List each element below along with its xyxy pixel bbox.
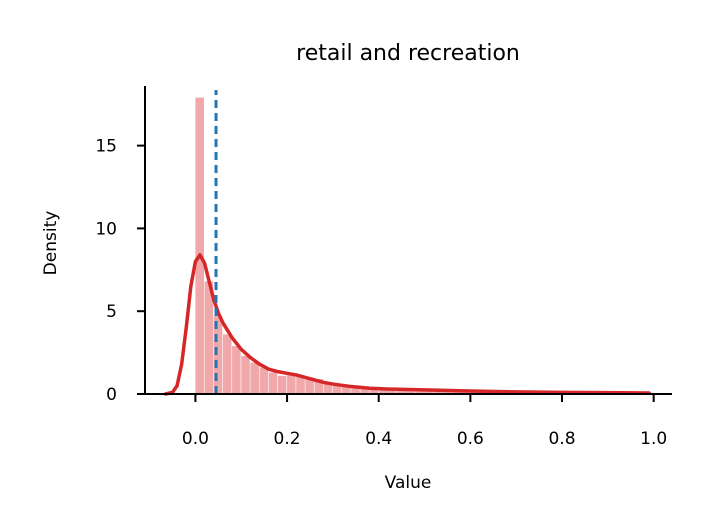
- y-tick-label: 15: [95, 137, 117, 157]
- histogram-bars: [195, 97, 654, 394]
- histogram-bar: [296, 375, 305, 394]
- x-tick-label: 0.6: [457, 429, 484, 449]
- histogram-bar: [378, 389, 397, 394]
- kde-layer: [163, 253, 651, 396]
- y-tick-label: 5: [106, 302, 117, 322]
- histogram-bar: [415, 389, 434, 394]
- histogram-bar: [323, 382, 333, 394]
- kde-line: [163, 253, 651, 396]
- histogram-bar: [222, 334, 232, 394]
- histogram-bar: [332, 384, 342, 394]
- x-tick-label: 0.8: [548, 429, 575, 449]
- histogram-bar: [204, 281, 214, 394]
- y-tick-label: 0: [106, 385, 117, 405]
- histogram-bar: [433, 390, 452, 394]
- x-tick-label: 0.4: [365, 429, 392, 449]
- x-tick-label: 1.0: [640, 429, 667, 449]
- axes: [144, 86, 672, 395]
- histogram-bar: [305, 377, 314, 394]
- histogram-bar: [268, 372, 278, 394]
- x-axis-label: Value: [385, 473, 432, 493]
- histogram-bar: [397, 389, 415, 394]
- histogram-bar: [195, 97, 204, 394]
- y-axis-label: Density: [41, 211, 61, 276]
- histogram-bar: [241, 355, 250, 394]
- x-tick-label: 0.2: [274, 429, 301, 449]
- ticks: 0.0 0.2 0.4 0.6 0.8 1.0 0 5 10 15: [95, 137, 667, 449]
- histogram-bar: [314, 379, 324, 394]
- histogram-bar: [232, 345, 241, 394]
- x-tick-label: 0.0: [182, 429, 209, 449]
- histogram-bar: [360, 387, 369, 394]
- histogram-bar: [277, 375, 287, 394]
- y-tick-label: 10: [95, 219, 117, 239]
- histogram-bar: [287, 374, 296, 394]
- histogram-bar: [213, 316, 223, 394]
- histogram-bar: [351, 386, 360, 394]
- histogram-bar: [342, 385, 351, 394]
- histogram-bar: [369, 388, 379, 394]
- histogram-bar: [259, 367, 269, 394]
- histogram-bar: [250, 362, 259, 394]
- chart-title: retail and recreation: [296, 41, 520, 66]
